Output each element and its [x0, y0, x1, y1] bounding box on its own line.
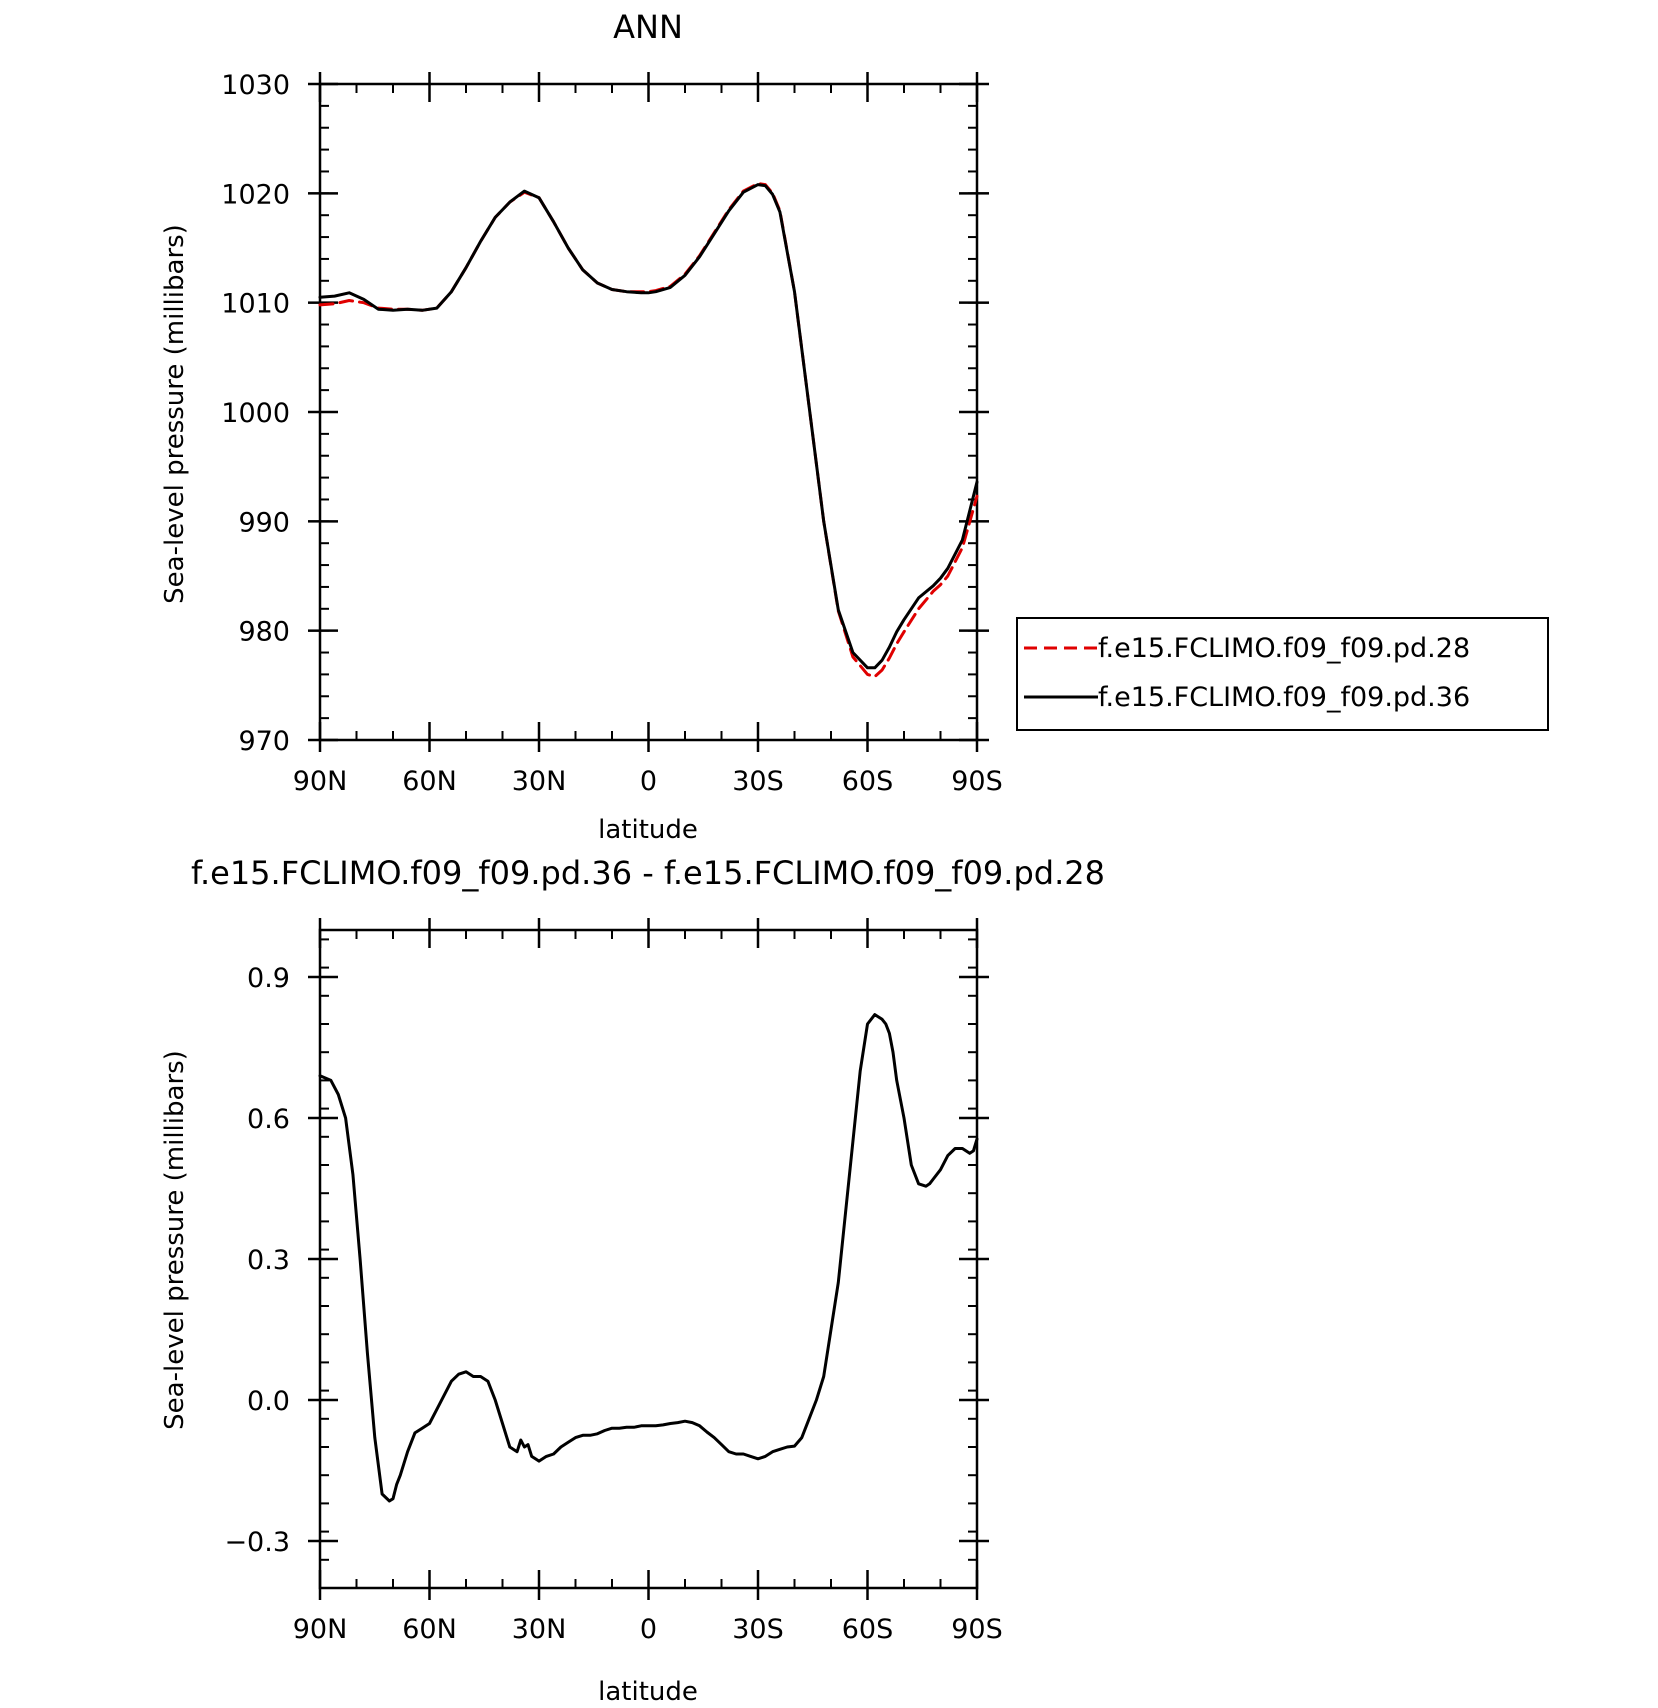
series-line-2 [318, 183, 979, 670]
x-tick-label: 90N [293, 1614, 348, 1645]
legend: f.e15.FCLIMO.f09_f09.pd.28 f.e15.FCLIMO.… [1016, 617, 1549, 731]
y-tick-label: 1030 [221, 70, 290, 101]
legend-label-series-1: f.e15.FCLIMO.f09_f09.pd.28 [1098, 633, 1470, 664]
x-tick-label: 30N [512, 1614, 567, 1645]
x-tick-label: 60N [402, 1614, 457, 1645]
y-tick-label: 1020 [221, 179, 290, 210]
series-line-1 [318, 182, 979, 679]
x-tick-label: 0 [640, 1614, 657, 1645]
x-tick-label: 60S [842, 766, 894, 797]
x-tick-label: 30S [732, 1614, 784, 1645]
y-tick-label: 1000 [221, 398, 290, 429]
y-tick-label: 0.6 [247, 1104, 290, 1135]
top-y-axis-label: Sea-level pressure (millibars) [160, 224, 190, 604]
bottom-panel: f.e15.FCLIMO.f09_f09.pd.36 - f.e15.FCLIM… [160, 854, 1105, 1707]
x-tick-label: 30N [512, 766, 567, 797]
plot-frame [318, 82, 979, 742]
bottom-x-axis-label: latitude [598, 1677, 698, 1707]
y-tick-label: −0.3 [224, 1527, 290, 1558]
legend-box [1016, 617, 1549, 731]
legend-label-series-2: f.e15.FCLIMO.f09_f09.pd.36 [1098, 682, 1470, 713]
x-tick-label: 90N [293, 766, 348, 797]
y-tick-label: 0.0 [247, 1386, 290, 1417]
bottom-y-axis-label: Sea-level pressure (millibars) [160, 1050, 190, 1430]
x-tick-label: 60N [402, 766, 457, 797]
y-tick-label: 990 [238, 507, 290, 538]
y-tick-label: 970 [238, 726, 290, 757]
top-plot-area: 90N 60N 30N 0 30S 60S 90S 970 980 990 1000 1010 1020… [221, 70, 1002, 797]
x-tick-label: 30S [732, 766, 784, 797]
bottom-plot-area: 90N 60N 30N 0 30S 60S 90S −0.3 0.0 0.3 0.6 0.9 [224, 918, 1003, 1645]
y-tick-label: 0.3 [247, 1245, 290, 1276]
y-tick-label: 1010 [221, 289, 290, 320]
x-tick-label: 90S [951, 1614, 1003, 1645]
top-panel: ANN 90N 60N 30N 0 30S 60S 90S 970 980 990 1000 1010… [160, 8, 1549, 845]
top-x-axis-label: latitude [598, 815, 698, 845]
y-tick-label: 0.9 [247, 963, 290, 994]
plot-frame [318, 928, 979, 1590]
x-tick-label: 0 [640, 766, 657, 797]
y-tick-label: 980 [238, 617, 290, 648]
series-line-1 [318, 1013, 979, 1503]
bottom-panel-title: f.e15.FCLIMO.f09_f09.pd.36 - f.e15.FCLIM… [191, 854, 1105, 892]
top-panel-title: ANN [613, 8, 683, 46]
x-tick-label: 90S [951, 766, 1003, 797]
x-tick-label: 60S [842, 1614, 894, 1645]
